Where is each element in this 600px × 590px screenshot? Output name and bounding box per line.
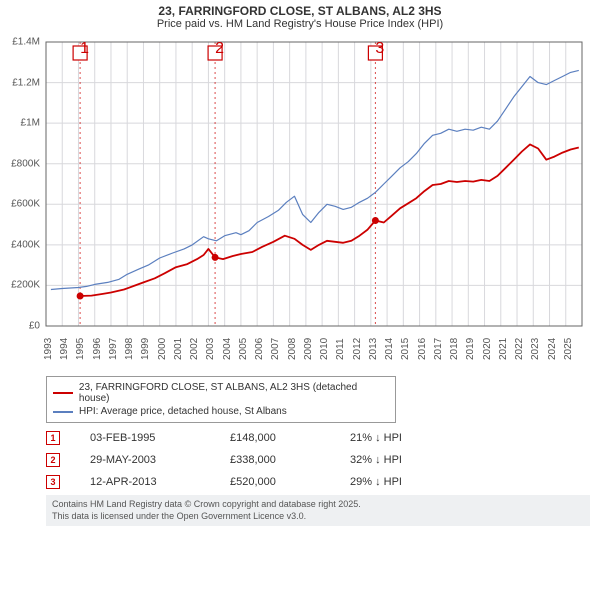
legend-row: HPI: Average price, detached house, St A… bbox=[53, 405, 389, 418]
x-tick-label: 1997 bbox=[108, 338, 119, 360]
legend-swatch bbox=[53, 392, 73, 394]
x-tick-label: 2024 bbox=[547, 338, 558, 360]
attribution-line2: This data is licensed under the Open Gov… bbox=[52, 511, 584, 523]
transaction-date: 29-MAY-2003 bbox=[90, 454, 200, 466]
x-tick-label: 2015 bbox=[400, 338, 411, 360]
x-tick-label: 2001 bbox=[173, 338, 184, 360]
attribution: Contains HM Land Registry data © Crown c… bbox=[46, 495, 590, 526]
transactions-table: 1 03-FEB-1995 £148,000 21% ↓ HPI 2 29-MAY-200… bbox=[46, 427, 600, 493]
y-tick-label: £800K bbox=[0, 158, 40, 169]
x-tick-label: 2019 bbox=[465, 338, 476, 360]
x-tick-label: 2009 bbox=[303, 338, 314, 360]
transaction-date: 03-FEB-1995 bbox=[90, 432, 200, 444]
x-tick-label: 2022 bbox=[514, 338, 525, 360]
y-tick-label: £400K bbox=[0, 239, 40, 250]
x-tick-label: 2006 bbox=[254, 338, 265, 360]
legend-swatch bbox=[53, 411, 73, 413]
transaction-delta: 21% ↓ HPI bbox=[350, 432, 450, 444]
x-tick-label: 2000 bbox=[157, 338, 168, 360]
x-tick-label: 1994 bbox=[59, 338, 70, 360]
x-tick-label: 2012 bbox=[352, 338, 363, 360]
x-tick-label: 1999 bbox=[140, 338, 151, 360]
y-tick-label: £1.2M bbox=[0, 77, 40, 88]
legend-row: 23, FARRINGFORD CLOSE, ST ALBANS, AL2 3H… bbox=[53, 381, 389, 405]
transaction-date: 12-APR-2013 bbox=[90, 476, 200, 488]
y-tick-label: £1M bbox=[0, 118, 40, 129]
x-tick-label: 2021 bbox=[498, 338, 509, 360]
x-tick-label: 2011 bbox=[335, 338, 346, 360]
transaction-price: £148,000 bbox=[230, 432, 320, 444]
transaction-marker: 1 bbox=[46, 431, 60, 445]
x-tick-label: 2007 bbox=[270, 338, 281, 360]
chart-title-line1: 23, FARRINGFORD CLOSE, ST ALBANS, AL2 3H… bbox=[0, 0, 600, 18]
x-tick-label: 1996 bbox=[92, 338, 103, 360]
x-tick-label: 2003 bbox=[205, 338, 216, 360]
x-tick-label: 2014 bbox=[384, 338, 395, 360]
x-tick-label: 2010 bbox=[319, 338, 330, 360]
x-tick-label: 1995 bbox=[75, 338, 86, 360]
transaction-row: 3 12-APR-2013 £520,000 29% ↓ HPI bbox=[46, 471, 600, 493]
x-tick-label: 2025 bbox=[563, 338, 574, 360]
transaction-marker: 2 bbox=[46, 453, 60, 467]
x-tick-label: 2016 bbox=[417, 338, 428, 360]
legend-label: 23, FARRINGFORD CLOSE, ST ALBANS, AL2 3H… bbox=[79, 382, 389, 404]
y-tick-label: £0 bbox=[0, 321, 40, 332]
x-tick-label: 2023 bbox=[530, 338, 541, 360]
x-tick-label: 2005 bbox=[238, 338, 249, 360]
y-tick-label: £600K bbox=[0, 199, 40, 210]
x-tick-label: 2017 bbox=[433, 338, 444, 360]
x-tick-label: 2020 bbox=[482, 338, 493, 360]
x-tick-label: 2004 bbox=[222, 338, 233, 360]
transaction-price: £338,000 bbox=[230, 454, 320, 466]
x-tick-label: 1998 bbox=[124, 338, 135, 360]
transaction-marker: 3 bbox=[46, 475, 60, 489]
chart-title-line2: Price paid vs. HM Land Registry's House … bbox=[0, 18, 600, 32]
transaction-row: 1 03-FEB-1995 £148,000 21% ↓ HPI bbox=[46, 427, 600, 449]
x-tick-label: 2002 bbox=[189, 338, 200, 360]
transaction-price: £520,000 bbox=[230, 476, 320, 488]
x-tick-label: 2013 bbox=[368, 338, 379, 360]
chart-area: 123 199319941995199619971998199920002001… bbox=[0, 32, 600, 372]
transaction-delta: 32% ↓ HPI bbox=[350, 454, 450, 466]
legend-label: HPI: Average price, detached house, St A… bbox=[79, 406, 287, 417]
transaction-delta: 29% ↓ HPI bbox=[350, 476, 450, 488]
attribution-line1: Contains HM Land Registry data © Crown c… bbox=[52, 499, 584, 511]
y-tick-label: £1.4M bbox=[0, 37, 40, 48]
x-tick-label: 2018 bbox=[449, 338, 460, 360]
y-tick-label: £200K bbox=[0, 280, 40, 291]
x-tick-label: 1993 bbox=[43, 338, 54, 360]
x-axis-labels: 1993 1994 1995 1996 1997 1998 1999 2000 2001 2002… bbox=[0, 32, 600, 372]
transaction-row: 2 29-MAY-2003 £338,000 32% ↓ HPI bbox=[46, 449, 600, 471]
x-tick-label: 2008 bbox=[287, 338, 298, 360]
legend: 23, FARRINGFORD CLOSE, ST ALBANS, AL2 3H… bbox=[46, 376, 396, 423]
